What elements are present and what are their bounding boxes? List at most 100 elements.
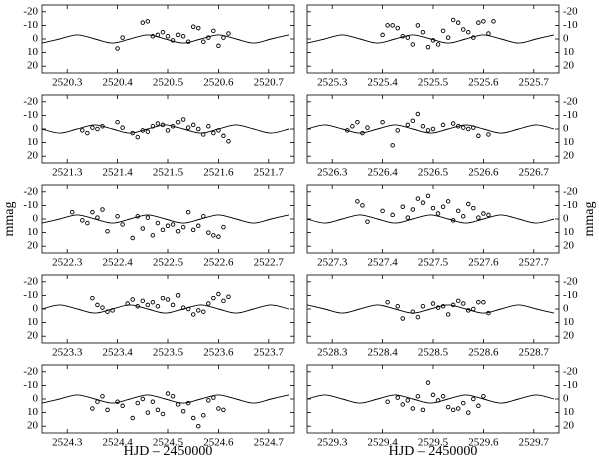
data-point	[476, 403, 481, 409]
data-point	[185, 400, 191, 406]
data-point	[476, 20, 481, 25]
data-point	[226, 294, 231, 300]
data-point	[211, 130, 216, 136]
panel-frame	[41, 4, 295, 74]
data-point	[476, 215, 481, 220]
data-point	[486, 31, 491, 36]
data-point	[365, 125, 370, 130]
y-tick-label: -10	[563, 199, 578, 211]
data-point	[471, 306, 476, 312]
y-tick-label: -10	[23, 109, 38, 121]
data-point	[486, 132, 491, 137]
y-tick-label: -20	[23, 5, 38, 17]
data-point	[170, 222, 176, 227]
data-point	[115, 46, 120, 51]
data-point	[201, 413, 206, 418]
data-point	[206, 230, 211, 235]
data-point	[455, 124, 461, 129]
x-tick-label: 2524.5	[153, 437, 184, 449]
x-tick-label: 2528.3	[317, 347, 348, 359]
data-point	[201, 309, 206, 314]
model-curve	[41, 124, 290, 134]
data-point	[395, 304, 400, 309]
y-tick-label: 20	[563, 60, 575, 72]
data-point	[440, 122, 446, 128]
data-point	[405, 215, 411, 220]
x-tick-label: 2525.5	[418, 77, 449, 89]
x-tick-label: 2524.3	[52, 437, 83, 449]
data-point	[165, 297, 171, 302]
data-point	[100, 305, 105, 310]
data-point	[455, 20, 461, 25]
data-point	[120, 125, 125, 130]
y-tick-label: 10	[27, 226, 39, 238]
data-point	[140, 20, 146, 25]
data-point	[486, 212, 491, 218]
data-point	[130, 130, 135, 136]
data-point	[385, 399, 390, 404]
y-tick-label: -20	[23, 95, 38, 107]
x-tick-label: 2520.3	[52, 77, 83, 89]
data-point	[400, 402, 406, 407]
data-point	[466, 126, 471, 132]
data-point	[385, 23, 390, 28]
data-point	[160, 29, 166, 35]
data-point	[165, 223, 171, 229]
y-tick-label: 10	[27, 136, 39, 148]
data-point	[100, 394, 105, 399]
data-point	[211, 28, 216, 34]
data-point	[445, 199, 451, 204]
y-tick-label: -10	[23, 379, 38, 391]
data-point	[175, 32, 181, 38]
x-tick-label: 2527.5	[418, 257, 449, 269]
data-point	[450, 17, 456, 23]
y-tick-label: 20	[27, 60, 39, 72]
data-point	[471, 35, 476, 40]
data-point	[450, 407, 456, 413]
y-tick-label: 0	[563, 393, 569, 405]
data-point	[180, 34, 186, 39]
y-tick-label: -10	[23, 19, 38, 31]
x-tick-label: 2523.4	[102, 347, 133, 359]
data-point	[440, 204, 446, 210]
data-point	[155, 220, 161, 226]
data-point	[415, 196, 421, 201]
x-tick-label: 2521.7	[254, 167, 285, 179]
panel-frame	[41, 364, 295, 434]
x-tick-label: 2526.5	[418, 167, 449, 179]
data-point	[365, 219, 370, 224]
data-point	[155, 121, 161, 126]
y-tick-label: 10	[563, 136, 575, 148]
x-tick-label: 2521.3	[52, 167, 83, 179]
data-point	[105, 228, 110, 234]
data-point	[195, 423, 201, 429]
data-point	[175, 228, 181, 234]
data-point	[145, 410, 151, 415]
data-point	[175, 402, 181, 407]
y-tick-label: -20	[563, 185, 578, 197]
x-tick-label: 2523.7	[254, 347, 285, 359]
data-point	[201, 214, 206, 219]
x-tick-label: 2529.3	[317, 437, 348, 449]
x-tick-label: 2526.3	[317, 167, 348, 179]
data-point	[481, 394, 486, 399]
x-tick-label: 2529.7	[519, 437, 550, 449]
x-tick-label: 2522.3	[52, 257, 83, 269]
data-point	[160, 411, 166, 417]
data-point	[165, 391, 171, 396]
data-point	[450, 218, 456, 223]
data-point	[405, 35, 411, 40]
data-point	[425, 193, 431, 199]
data-point	[155, 32, 161, 38]
data-point	[481, 211, 486, 216]
y-tick-label: 20	[563, 240, 575, 252]
data-point	[476, 299, 481, 305]
x-tick-label: 2528.7	[519, 347, 550, 359]
data-point	[155, 407, 161, 413]
y-tick-label: 10	[563, 46, 575, 58]
data-point	[206, 398, 211, 403]
data-point	[95, 215, 100, 220]
model-curve	[41, 34, 290, 44]
data-point	[445, 35, 451, 40]
model-curve	[306, 304, 555, 314]
